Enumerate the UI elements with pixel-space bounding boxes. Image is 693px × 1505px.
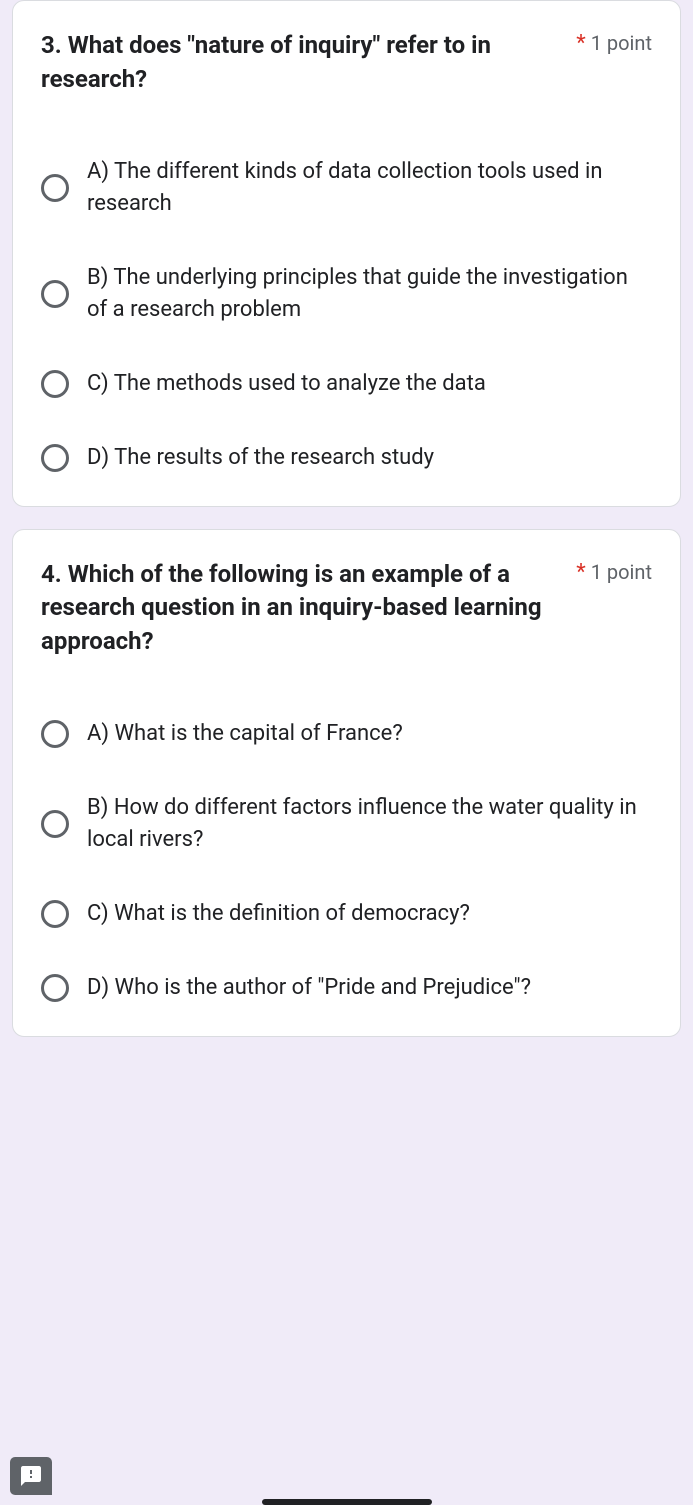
question-header: 4. Which of the following is an example … [41,558,652,659]
option-row[interactable]: A) The different kinds of data collectio… [41,156,652,220]
radio-button[interactable] [41,810,69,838]
radio-button[interactable] [41,370,69,398]
option-label: B) The underlying principles that guide … [87,262,652,326]
option-label: A) The different kinds of data collectio… [87,156,652,220]
home-indicator [262,1499,432,1505]
question-title: 3. What does "nature of inquiry" refer t… [41,29,564,96]
option-row[interactable]: D) The results of the research study [41,442,652,474]
question-header: 3. What does "nature of inquiry" refer t… [41,29,652,96]
option-label: B) How do different factors influence th… [87,792,652,856]
question-card: 3. What does "nature of inquiry" refer t… [12,0,681,507]
points-label: * 1 point [576,29,652,56]
question-card: 4. Which of the following is an example … [12,529,681,1037]
option-row[interactable]: B) The underlying principles that guide … [41,262,652,326]
report-icon [19,1464,43,1488]
option-label: D) Who is the author of "Pride and Preju… [87,972,652,1004]
points-value: 1 point [591,31,652,55]
required-star: * [576,31,585,56]
option-label: A) What is the capital of France? [87,718,652,750]
option-row[interactable]: D) Who is the author of "Pride and Preju… [41,972,652,1004]
question-text: 4. Which of the following is an example … [41,560,542,655]
option-row[interactable]: C) The methods used to analyze the data [41,368,652,400]
option-label: D) The results of the research study [87,442,652,474]
option-label: C) What is the definition of democracy? [87,898,652,930]
radio-button[interactable] [41,280,69,308]
radio-button[interactable] [41,174,69,202]
option-label: C) The methods used to analyze the data [87,368,652,400]
radio-button[interactable] [41,720,69,748]
radio-button[interactable] [41,900,69,928]
question-text: 3. What does "nature of inquiry" refer t… [41,31,491,93]
report-problem-button[interactable] [10,1457,52,1495]
option-row[interactable]: A) What is the capital of France? [41,718,652,750]
option-row[interactable]: B) How do different factors influence th… [41,792,652,856]
radio-button[interactable] [41,974,69,1002]
points-value: 1 point [591,560,652,584]
required-star: * [576,560,585,585]
radio-button[interactable] [41,444,69,472]
question-title: 4. Which of the following is an example … [41,558,564,659]
option-row[interactable]: C) What is the definition of democracy? [41,898,652,930]
points-label: * 1 point [576,558,652,585]
